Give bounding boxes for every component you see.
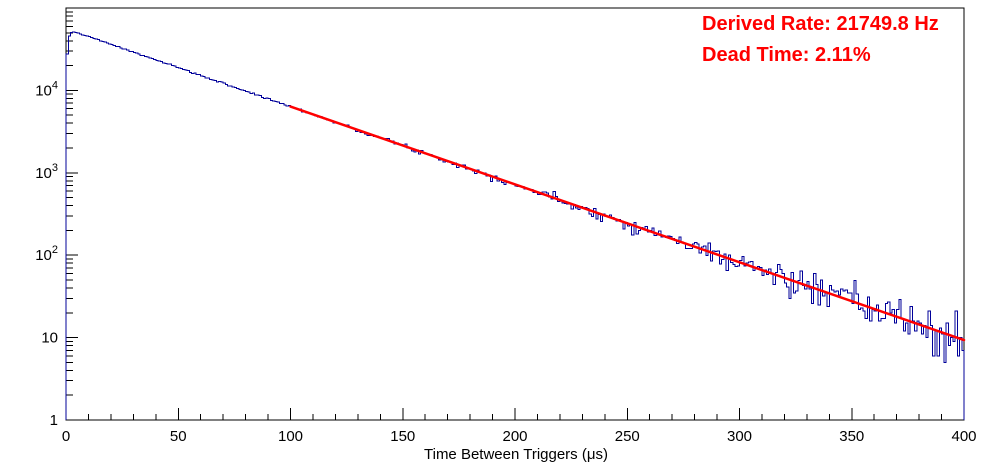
x-axis-ticks: 0 50 100 150 200 250 300 350 400 (62, 408, 977, 445)
fit-line (289, 105, 966, 342)
y-axis-ticks: 1 10 102 103 104 (35, 7, 78, 429)
x-axis-title: Time Between Triggers (μs) (424, 446, 608, 463)
y-tick-label: 104 (35, 79, 58, 99)
x-tick-label: 50 (170, 428, 187, 445)
plot-frame (65, 7, 965, 421)
histogram-series (65, 31, 965, 420)
y-tick-label: 10 (41, 330, 58, 347)
histogram-line (65, 31, 965, 420)
y-tick-label: 1 (50, 412, 58, 429)
derived-rate-text: Derived Rate: 21749.8 Hz (702, 13, 939, 35)
x-tick-label: 200 (502, 428, 527, 445)
y-tick-label: 103 (35, 162, 58, 182)
x-tick-label: 350 (839, 428, 864, 445)
x-tick-label: 150 (390, 428, 415, 445)
x-tick-label: 250 (615, 428, 640, 445)
y-tick-label: 102 (35, 244, 58, 264)
dead-time-text: Dead Time: 2.11% (702, 44, 871, 66)
x-tick-label: 100 (278, 428, 303, 445)
x-tick-label: 400 (951, 428, 976, 445)
x-tick-label: 0 (62, 428, 70, 445)
x-tick-label: 300 (727, 428, 752, 445)
chart-layer: 0 50 100 150 200 250 300 350 400 1 10 102 103 104 (35, 7, 977, 445)
